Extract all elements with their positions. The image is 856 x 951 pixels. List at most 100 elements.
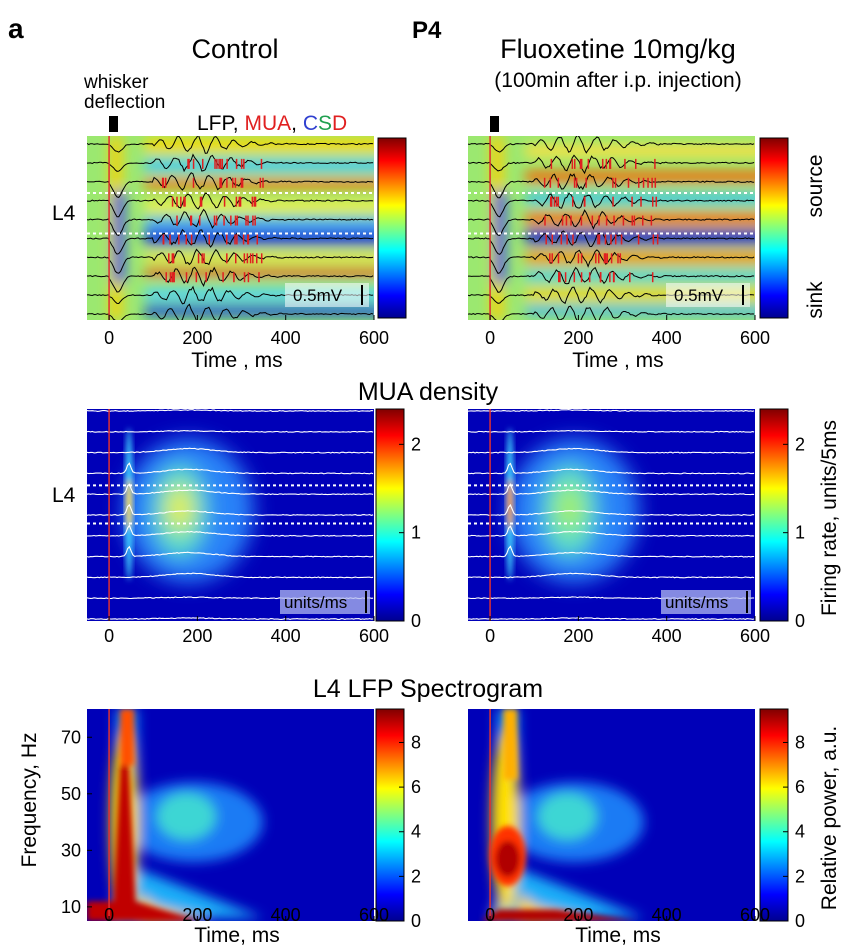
colorbar-tick-label: 0	[795, 611, 805, 631]
mua-trace	[468, 617, 755, 620]
mua-trace	[87, 572, 374, 579]
lfp-trace	[87, 228, 374, 255]
mua-trace	[468, 503, 755, 516]
stimulus-marker-left	[109, 116, 118, 132]
x-tick-label: 600	[359, 626, 389, 646]
x-tick-label: 0	[485, 905, 495, 925]
colorbar-csd-left	[377, 137, 407, 319]
title-treatment: Fluoxetine 10mg/kg	[500, 34, 736, 64]
y-tick-label: 10	[61, 897, 81, 917]
spec-x-axis-right: 0 200 400 600	[485, 905, 770, 925]
colorbar-tick-label: 4	[411, 822, 421, 842]
x-tick-label: 0	[485, 328, 495, 348]
x-tick-label: 200	[563, 626, 593, 646]
x-tick-label: 200	[182, 328, 212, 348]
colorbar-label-sink: sink	[804, 281, 827, 319]
mua-late-peak	[555, 485, 584, 532]
scale-lfp-right: 0.5mV	[674, 286, 724, 305]
mua-late-peak	[165, 485, 194, 532]
mua-x-axis-right: 0 200 400 600	[485, 616, 770, 646]
mua-early-peak	[125, 478, 132, 530]
x-tick-label: 600	[359, 328, 389, 348]
spec-field	[468, 709, 755, 921]
spec-gamma-core	[156, 792, 217, 841]
x-tick-label: 200	[182, 905, 212, 925]
csd-band	[525, 306, 755, 316]
csd-band	[144, 179, 374, 189]
lfp-trace	[468, 173, 755, 199]
colorbar-tick-label: 2	[411, 434, 421, 454]
mua-trace	[87, 409, 374, 412]
colorbar-tick-label: 0	[795, 911, 805, 931]
csd-onset-sink	[494, 191, 507, 284]
x-tick-label: 0	[485, 626, 495, 646]
x-tick-label: 400	[271, 905, 301, 925]
spectrogram-heatmap-control	[87, 709, 374, 921]
x-tick-label: 0	[104, 905, 114, 925]
x-tick-label: 400	[652, 328, 682, 348]
spec-field	[87, 709, 374, 921]
x-tick-label: 400	[652, 626, 682, 646]
colorbar-label-source: source	[804, 154, 827, 217]
mua-x-axis-left: 0 200 400 600	[104, 616, 389, 646]
mua-trace	[468, 525, 755, 537]
mua-trace	[468, 447, 755, 454]
colorbar-tick-label: 4	[795, 822, 805, 842]
colorbar-mua-left	[375, 408, 405, 622]
lfp-trace	[468, 266, 755, 293]
csd-field	[468, 136, 755, 320]
spec-colorbar-label: Relative power, a.u.	[818, 726, 841, 910]
csd-band	[525, 170, 755, 182]
lfp-trace	[468, 193, 755, 218]
legend-text: LFP, MUA, CSD	[197, 112, 347, 135]
scale-lfp-left: 0.5mV	[293, 286, 343, 305]
lfp-trace	[87, 172, 374, 198]
scale-box-lfp-right	[666, 283, 750, 307]
mua-trace	[468, 545, 755, 558]
mua-trace	[468, 409, 755, 412]
spec-core	[481, 709, 636, 921]
mua-trace	[87, 447, 374, 454]
lfp-trace	[87, 192, 374, 218]
csd-band	[525, 251, 755, 264]
colorbar-tick-label: 6	[795, 777, 805, 797]
x-tick-label: 400	[271, 626, 301, 646]
x-tick-label: 600	[740, 905, 770, 925]
spec-gamma-core	[537, 792, 598, 841]
stimulus-label-line1: whisker	[83, 72, 149, 93]
panel-letter: a	[8, 13, 24, 44]
scale-box-mua-left	[280, 590, 370, 614]
colorbar-tick-label: 1	[795, 523, 805, 543]
title-control: Control	[191, 34, 278, 64]
colorbar-tick-label: 8	[411, 732, 421, 752]
csd-heatmap-fluoxetine	[468, 136, 755, 320]
spec-x-axis-left: 0 200 400 600	[104, 905, 389, 925]
mua-early	[505, 428, 514, 581]
colorbar-spec-right	[759, 708, 789, 922]
mua-trace	[87, 483, 374, 496]
spec-peak-top	[120, 709, 135, 766]
csd-x-axis-left: 0 200 400 600	[104, 315, 389, 348]
csd-x-axis-right: 0 200 400 600	[485, 315, 770, 348]
scale-mua-right: units/ms	[665, 593, 728, 612]
x-tick-label: 200	[563, 905, 593, 925]
time-label-spec-left: Time, ms	[194, 924, 280, 946]
mua-trace	[468, 572, 755, 579]
x-tick-label: 400	[652, 905, 682, 925]
mua-colorbar-label: Firing rate, units/5ms	[818, 420, 841, 616]
spec-peak	[495, 840, 520, 877]
mua-trace	[468, 483, 755, 496]
mua-trace	[468, 462, 755, 475]
mua-field	[468, 409, 755, 621]
x-tick-label: 200	[563, 328, 593, 348]
mua-trace	[87, 545, 374, 558]
csd-band	[525, 193, 755, 205]
x-tick-label: 200	[182, 626, 212, 646]
mua-trace	[468, 429, 755, 433]
csd-band	[144, 200, 374, 212]
time-label-csd-left: Time , ms	[191, 349, 282, 372]
subtitle-treatment: (100min after i.p. injection)	[494, 69, 741, 92]
lfp-trace	[468, 136, 755, 154]
colorbar-tick-label: 2	[411, 866, 421, 886]
